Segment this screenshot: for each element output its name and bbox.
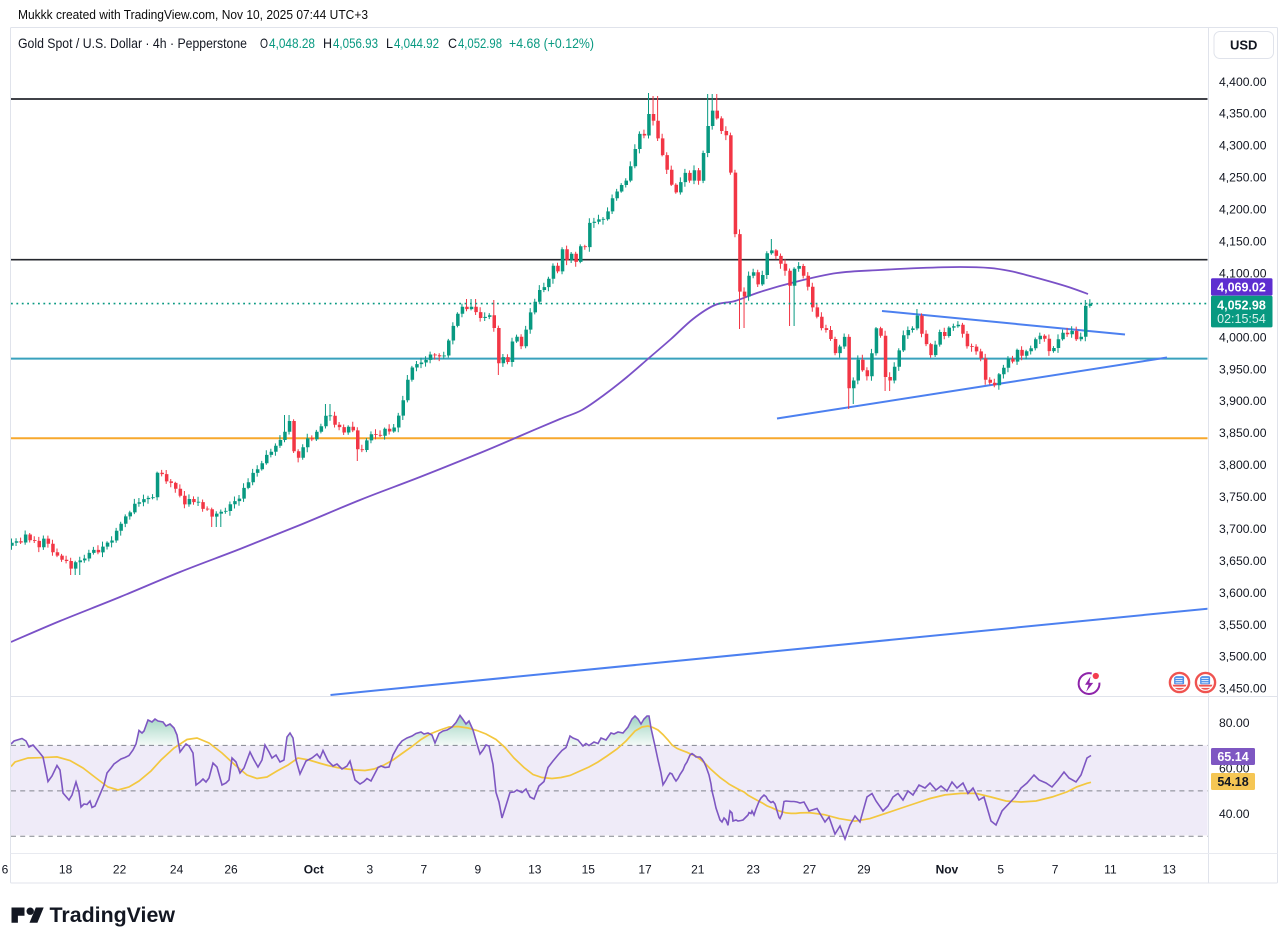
svg-text:Oct: Oct xyxy=(304,863,324,877)
svg-text:4,048.28: 4,048.28 xyxy=(269,35,315,51)
svg-text:3,950.00: 3,950.00 xyxy=(1219,362,1267,376)
svg-text:23: 23 xyxy=(747,863,761,877)
svg-text:C: C xyxy=(448,35,457,51)
svg-text:26: 26 xyxy=(224,863,238,877)
svg-text:H: H xyxy=(323,35,332,51)
svg-text:3,450.00: 3,450.00 xyxy=(1219,682,1267,696)
svg-text:O: O xyxy=(260,35,268,51)
svg-text:3,900.00: 3,900.00 xyxy=(1219,394,1267,408)
svg-text:3,800.00: 3,800.00 xyxy=(1219,458,1267,472)
svg-text:02:15:54: 02:15:54 xyxy=(1217,312,1266,326)
svg-text:3,850.00: 3,850.00 xyxy=(1219,426,1267,440)
svg-text:5: 5 xyxy=(997,863,1004,877)
svg-text:4,350.00: 4,350.00 xyxy=(1219,107,1267,121)
svg-text:4,069.02: 4,069.02 xyxy=(1217,280,1266,294)
svg-text:80.00: 80.00 xyxy=(1219,716,1250,730)
svg-text:3,650.00: 3,650.00 xyxy=(1219,554,1267,568)
svg-text:54.18: 54.18 xyxy=(1217,775,1248,789)
svg-text:Mukkk created with TradingView: Mukkk created with TradingView.com, Nov … xyxy=(18,7,368,22)
svg-text:4,300.00: 4,300.00 xyxy=(1219,139,1267,153)
svg-text:17: 17 xyxy=(638,863,652,877)
svg-text:TradingView: TradingView xyxy=(50,903,176,927)
svg-text:7: 7 xyxy=(1052,863,1059,877)
svg-text:22: 22 xyxy=(113,863,127,877)
svg-text:29: 29 xyxy=(857,863,871,877)
svg-text:9: 9 xyxy=(474,863,481,877)
svg-text:3,700.00: 3,700.00 xyxy=(1219,522,1267,536)
svg-text:Nov: Nov xyxy=(936,863,959,877)
svg-text:L: L xyxy=(386,35,393,51)
svg-text:11: 11 xyxy=(1104,863,1117,877)
svg-text:3,500.00: 3,500.00 xyxy=(1219,650,1267,664)
svg-text:24: 24 xyxy=(170,863,184,877)
svg-text:21: 21 xyxy=(691,863,705,877)
svg-text:4,150.00: 4,150.00 xyxy=(1219,235,1267,249)
svg-text:USD: USD xyxy=(1230,38,1257,53)
svg-text:4,400.00: 4,400.00 xyxy=(1219,75,1267,89)
svg-text:3,750.00: 3,750.00 xyxy=(1219,490,1267,504)
svg-text:4,056.93: 4,056.93 xyxy=(333,35,378,51)
svg-text:27: 27 xyxy=(803,863,817,877)
svg-text:4,052.98: 4,052.98 xyxy=(1217,298,1266,312)
svg-text:+4.68 (+0.12%): +4.68 (+0.12%) xyxy=(509,35,594,51)
svg-text:7: 7 xyxy=(420,863,427,877)
svg-text:4,044.92: 4,044.92 xyxy=(394,35,439,51)
svg-text:13: 13 xyxy=(528,863,542,877)
svg-text:4,100.00: 4,100.00 xyxy=(1219,266,1267,280)
svg-text:3,600.00: 3,600.00 xyxy=(1219,586,1267,600)
svg-text:18: 18 xyxy=(59,863,73,877)
svg-text:3: 3 xyxy=(366,863,373,877)
svg-text:4,052.98: 4,052.98 xyxy=(458,35,502,51)
svg-text:40.00: 40.00 xyxy=(1219,807,1250,821)
svg-text:13: 13 xyxy=(1163,863,1177,877)
svg-text:4,200.00: 4,200.00 xyxy=(1219,203,1267,217)
svg-text:4,250.00: 4,250.00 xyxy=(1219,171,1267,185)
svg-text:65.14: 65.14 xyxy=(1217,750,1248,764)
svg-text:3,550.00: 3,550.00 xyxy=(1219,618,1267,632)
svg-text:15: 15 xyxy=(582,863,596,877)
svg-text:4,000.00: 4,000.00 xyxy=(1219,330,1267,344)
svg-text:6: 6 xyxy=(2,863,9,877)
svg-text:Gold Spot / U.S. Dollar · 4h ·: Gold Spot / U.S. Dollar · 4h · Peppersto… xyxy=(18,35,247,51)
